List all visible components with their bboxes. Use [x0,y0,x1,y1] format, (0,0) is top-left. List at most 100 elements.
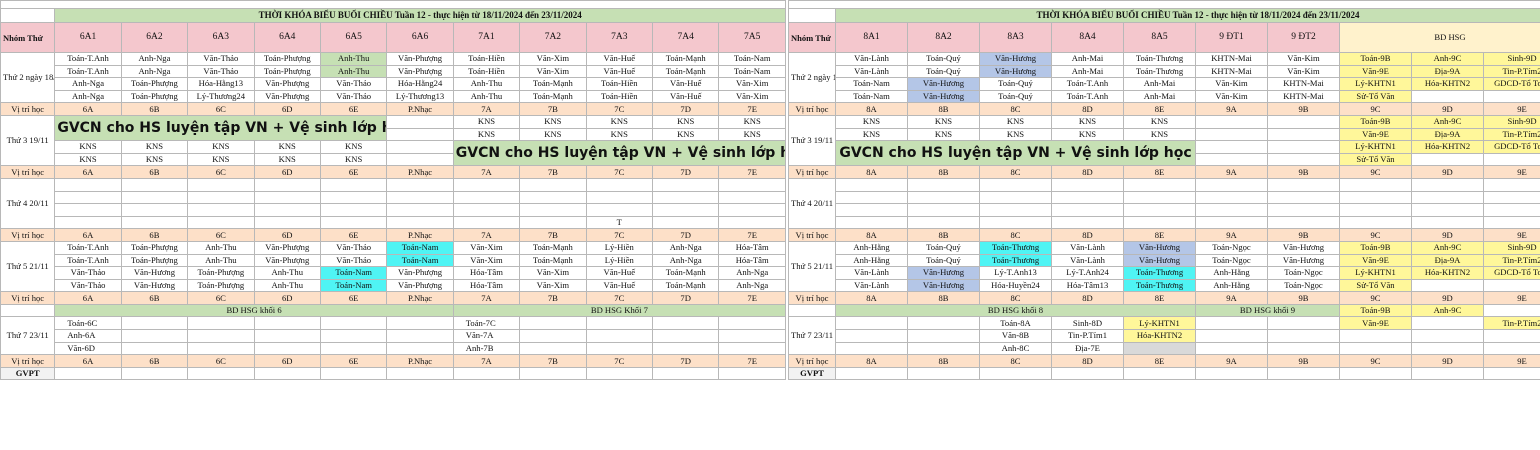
hsg-cell: Sinh-9D [1482,114,1540,129]
room-cell: 8E [1123,165,1196,179]
kns-cell: KNS [253,152,321,167]
lesson-cell: Anh-Nga [651,240,720,255]
hsg-cell: Hóa-KHTN2 [1123,329,1196,343]
table-row: BD HSG khối 8 BD HSG khối 9 Toán-9B Anh-9C [788,303,1540,318]
room-cell: 6A [54,354,122,368]
lesson-cell: Anh-Hằng [1195,266,1268,280]
lesson-cell: Toán-Hiền [585,89,653,104]
lesson-cell: Văn-Hương [979,64,1052,79]
lesson-cell: Toán-Nam [718,64,786,79]
lesson-cell: Lý-KHTN1 [1339,266,1412,280]
lesson-cell: Lý-Hiền [585,253,653,268]
hsg-cell [907,341,980,356]
lesson-cell: Toán-Phượng [187,278,255,293]
lesson-cell: Văn-Xim [519,266,587,280]
lesson-cell: Toán-Ngọc [1195,240,1268,255]
lesson-cell: Toán-Hiền [585,77,653,91]
hsg-cell [835,316,908,331]
lesson-cell: Toán-Phượng [253,52,321,66]
room-cell: 9B [1267,354,1340,368]
table-row [787,0,1540,9]
day-label: Thứ 7 23/11 [788,316,836,356]
kns-cell: KNS [1123,127,1196,142]
hsg-cell: Toán-6C [54,316,122,331]
room-label: Vị trí học [0,354,56,368]
table-row: GVCN cho HS luyện tập VN + Vệ sinh lớp h… [789,140,1540,167]
hsg-cell [835,341,908,356]
table-row: Nhóm Thứ 8A1 8A2 8A3 8A4 8A5 9 ĐT1 9 ĐT2 BD HSG [788,22,1540,53]
lesson-cell: Văn-Huế [651,89,720,104]
hsg-header: BD HSG Khối 7 [452,303,787,318]
lesson-cell: Toán-Mạnh [519,77,587,91]
lesson-cell: Văn-Huế [585,64,653,79]
room-cell: 6A [54,291,122,305]
lesson-cell: Văn-Thảo [319,77,388,91]
room-cell: 9A [1195,165,1268,179]
lesson-cell: Văn-Lành [1051,253,1124,268]
room-cell: 6B [120,354,189,368]
lesson-cell: Sử-Tổ Văn [1339,89,1412,104]
table-row: GVPT [0,366,786,381]
lesson-cell: Toán-Nam [718,52,786,66]
gvpt-label: GVPT [0,366,56,381]
room-cell: 7A [452,165,521,179]
lesson-cell: Văn-Lành [835,52,908,66]
lesson-cell: Văn-Hương [907,278,980,293]
lesson-cell: Văn-Huế [585,266,653,280]
room-cell: 6C [187,354,255,368]
lesson-cell [1411,89,1484,104]
lesson-cell: Anh-9C [1411,52,1484,66]
day-label: Thứ 4 20/11 [788,177,836,230]
room-cell: 7B [519,291,587,305]
room-label: Vị trí học [0,165,56,179]
lesson-cell: Anh-Nga [651,253,720,268]
room-cell: 8E [1123,354,1196,368]
lesson-cell: Hóa-Tâm [452,266,521,280]
class-header: 8A2 [907,22,980,53]
lesson-cell: Văn-Huế [585,278,653,293]
sheet-title: THỜI KHÓA BIỂU BUỔI CHIỀU Tuần 12 - thực… [834,8,1540,23]
room-cell: 8B [907,102,980,116]
kns-cell: KNS [651,127,720,142]
lesson-cell: KHTN-Mai [1267,77,1340,91]
room-label: Vị trí học [0,102,56,116]
table-row: Toán-T.Anh Toán-Phượng Anh-Thu Văn-Phượng Vă… [1,253,786,268]
room-cell: 9A [1195,291,1268,305]
lesson-cell: Văn-Thảo [319,253,388,268]
lesson-cell: Văn-Hương [979,52,1052,66]
lesson-cell: Lý-Thương24 [187,89,255,104]
lesson-cell: Văn-Xim [519,64,587,79]
kns-cell: KNS [718,127,786,142]
room-cell: 8C [979,165,1052,179]
kns-cell: KNS [1051,127,1124,142]
table-row: Thứ 7 23/11 Toán-8A Sinh-8D Lý-KHTN1 Văn-9E T… [788,316,1540,356]
room-cell: 8D [1051,354,1124,368]
lesson-cell: Anh-9C [1411,240,1484,255]
room-cell: 7B [519,228,587,242]
table-row: Anh-6A Văn-7A [1,329,786,343]
kns-cell: KNS [187,140,255,154]
hsg-cell: Lý-KHTN1 [1123,316,1196,331]
hsg-header: BD HSG khối 9 [1195,303,1340,318]
lesson-cell: Hóa-Tâm [718,253,786,268]
hsg-cell: Văn-9E [1339,316,1412,331]
room-cell: 7D [651,165,720,179]
lesson-cell: Anh-Nga [54,89,122,104]
lesson-cell: Sử-Tổ Văn [1339,278,1412,293]
room-cell: 6A [54,102,122,116]
kns-cell: KNS [452,114,521,129]
lesson-cell: Văn-Phượng [253,77,321,91]
lesson-cell: Văn-Thảo [187,52,255,66]
hsg-cell [907,316,980,331]
lesson-cell: Toán-Quý [979,89,1052,104]
table-row: THỜI KHÓA BIỂU BUỔI CHIỀU Tuần 12 - thực… [0,8,786,23]
hsg-cell [1482,152,1540,167]
lesson-cell: Văn-Hương [1123,240,1196,255]
lesson-cell: Văn-Kim [1195,77,1268,91]
gvpt-label: GVPT [788,366,836,381]
lesson-cell: Văn-Hương [120,266,189,280]
room-cell: 8A [835,354,908,368]
table-row: Anh-8C Địa-7E [789,341,1540,356]
kns-cell: KNS [835,114,908,129]
table-row: Thứ 3 19/11 KNS KNS KNS KNS KNS Toán-9B Anh-9C S… [788,114,1540,167]
